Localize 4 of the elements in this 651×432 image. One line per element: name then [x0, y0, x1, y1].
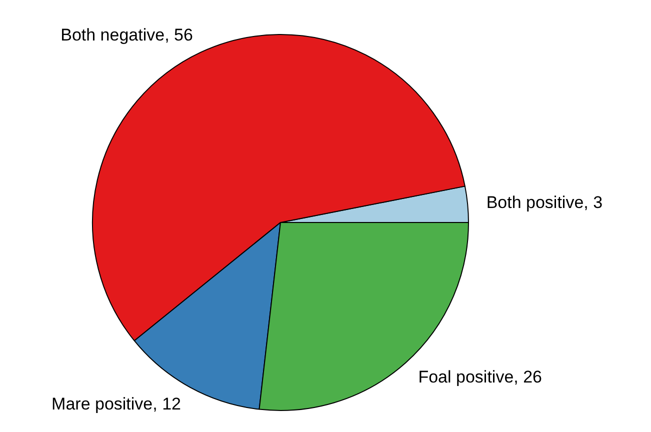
slice-label: Both positive, 3 [486, 192, 603, 212]
slice-label: Both negative, 56 [60, 26, 193, 45]
slice-label: Mare positive, 12 [52, 394, 181, 414]
slice-label: Foal positive, 26 [418, 367, 542, 386]
